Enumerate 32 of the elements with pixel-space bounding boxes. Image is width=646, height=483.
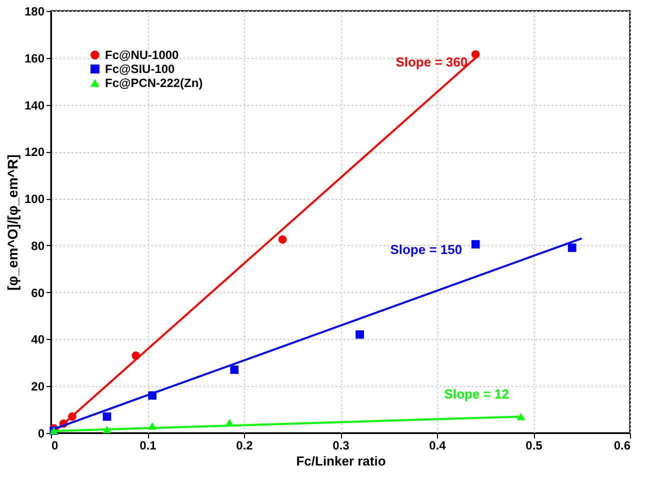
y-tick-label: 140 [24, 98, 45, 112]
y-tick-label: 180 [24, 4, 45, 18]
point [471, 50, 480, 59]
y-tick-label: 0 [38, 426, 45, 440]
y-tick-label: 120 [24, 145, 45, 160]
point [102, 412, 112, 421]
annotation: Slope = 150 [390, 242, 462, 257]
x-tick-label: 0.1 [140, 438, 157, 452]
x-tick-label: 0.5 [526, 438, 543, 452]
x-tick-label: 0.3 [332, 438, 350, 452]
y-axis-title: [φ_em^O]/[φ_em^R] [4, 154, 20, 290]
annotation: Slope = 12 [444, 386, 509, 402]
x-tick-label: 0.4 [429, 438, 446, 452]
x-tick-label: 0.6 [614, 438, 631, 452]
point [568, 244, 576, 252]
y-tick-label: 160 [24, 51, 45, 66]
legend-label: Fc@PCN-222(Zn) [105, 76, 203, 90]
point [356, 330, 364, 339]
x-tick-label: 0.2 [236, 438, 254, 452]
y-tick-label: 40 [31, 332, 45, 347]
y-tick-label: 60 [31, 286, 45, 300]
x-tick-label: 0 [52, 438, 58, 452]
annotation: Slope = 360 [396, 54, 468, 70]
point [471, 240, 480, 248]
point [278, 235, 287, 244]
legend-label: Fc@NU-1000 [105, 48, 180, 62]
y-tick-label: 80 [31, 238, 45, 253]
legend-label: Fc@SIU-100 [105, 62, 176, 76]
y-tick-label: 100 [24, 192, 45, 206]
point [230, 366, 239, 374]
x-axis-title: Fc/Linker ratio [296, 454, 386, 468]
y-tick-label: 20 [31, 380, 45, 394]
